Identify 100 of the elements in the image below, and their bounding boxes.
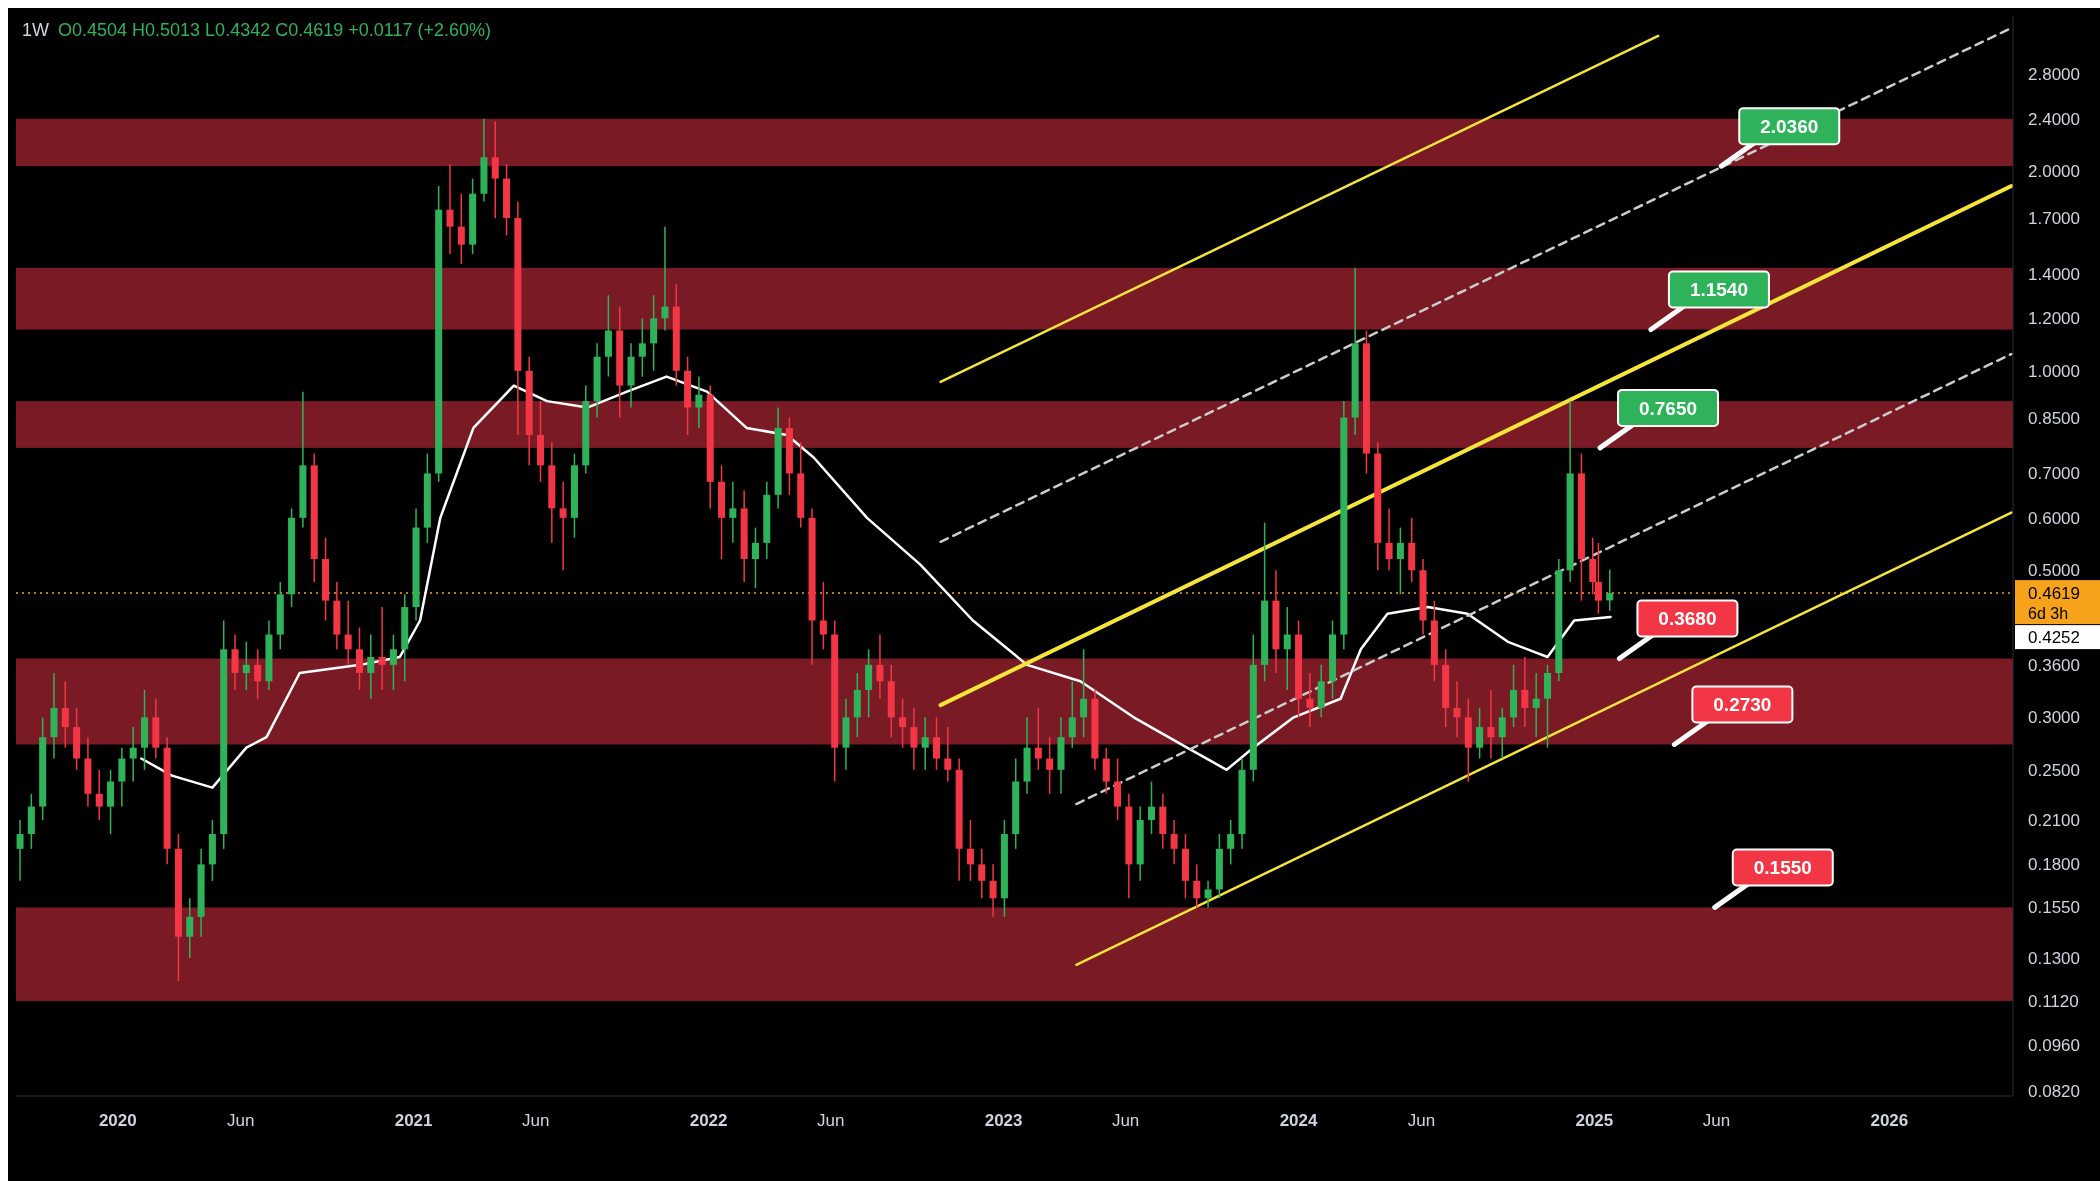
y-tick-label: 0.1300 [2028, 948, 2080, 968]
candlestick [1046, 736, 1054, 795]
y-tick-label: 1.4000 [2028, 264, 2080, 284]
x-tick-label: Jun [1111, 1111, 1140, 1130]
annotation: 0.7650 [1638, 397, 1698, 419]
x-tick-label: Jun [816, 1111, 845, 1130]
y-tick-label: 0.5000 [2028, 561, 2080, 581]
candlestick [1606, 568, 1614, 612]
candlestick [242, 641, 250, 691]
candlestick [1521, 656, 1529, 728]
annotation: 1.1540 [1689, 279, 1748, 301]
candlestick [16, 819, 24, 882]
y-tick-label: 0.3000 [2028, 708, 2080, 728]
candlestick [899, 698, 907, 749]
x-tick-label: 2026 [1870, 1111, 1909, 1130]
candlestick [1170, 819, 1178, 866]
annotation: 0.1550 [1753, 857, 1812, 879]
candlestick [966, 819, 974, 882]
chart-title: 1W [22, 20, 50, 40]
candlestick [1385, 507, 1393, 572]
candlestick [118, 746, 126, 808]
candlestick [446, 163, 454, 255]
candlestick [910, 707, 918, 771]
candlestick [1102, 746, 1110, 795]
y-tick-label: 0.7000 [2028, 464, 2080, 484]
chart-subtitle: O0.4504 H0.5013 L0.4342 C0.4619 +0.0117 (+2.60%) [58, 20, 492, 40]
x-tick-label: 2022 [689, 1111, 728, 1130]
y-tick-label: 2.0000 [2028, 162, 2080, 182]
y-tick-label: 0.2500 [2028, 760, 2080, 780]
candlestick [729, 481, 737, 544]
x-tick-label: Jun [1407, 1111, 1436, 1130]
y-tick-label: 0.1550 [2028, 898, 2080, 918]
y-tick-label: 0.3600 [2028, 655, 2080, 675]
candlestick [876, 633, 884, 700]
x-tick-label: 2023 [984, 1111, 1023, 1130]
annotation: 2.0360 [1760, 115, 1819, 137]
candlestick [1204, 880, 1212, 909]
x-tick-label: Jun [521, 1111, 550, 1130]
candlestick [921, 716, 929, 771]
x-tick-label: 2025 [1575, 1111, 1614, 1130]
candlestick [751, 526, 759, 589]
candlestick [989, 863, 997, 918]
y-tick-label: 0.8500 [2028, 408, 2080, 428]
candlestick [1396, 526, 1404, 596]
candlestick [254, 648, 262, 700]
candlestick [186, 897, 194, 959]
candlestick [389, 633, 397, 691]
x-tick-label: 2021 [394, 1111, 433, 1130]
candlestick [944, 726, 952, 783]
candlestick [61, 680, 69, 749]
text: 0.4252 [2028, 628, 2080, 648]
candlestick [378, 606, 386, 691]
line-series [140, 375, 1612, 789]
candlestick [1306, 672, 1314, 728]
candlestick [129, 726, 137, 783]
candlestick [1068, 680, 1076, 749]
y-tick-label: 0.0960 [2028, 1036, 2080, 1056]
candlestick [355, 626, 363, 691]
candlestick [1532, 672, 1540, 738]
y-tick-label: 0.1800 [2028, 855, 2080, 875]
y-tick-label: 2.4000 [2028, 109, 2080, 129]
x-tick-label: 2020 [98, 1111, 137, 1130]
candlestick [1283, 606, 1291, 691]
candlestick [1193, 863, 1201, 909]
text: 6d 3h [2028, 604, 2069, 622]
candlestick [819, 581, 827, 651]
candlestick [1147, 780, 1155, 835]
candlestick [1476, 707, 1484, 760]
candlestick [367, 633, 375, 700]
y-tick-label: 0.6000 [2028, 508, 2080, 528]
candlestick [559, 481, 567, 572]
candlestick [457, 192, 465, 265]
y-tick-label: 0.2100 [2028, 810, 2080, 830]
candlestick [1453, 680, 1461, 738]
candlestick [1080, 648, 1088, 738]
candlestick [638, 317, 646, 378]
candlestick [344, 599, 352, 666]
candlestick [978, 848, 986, 900]
candlestick [95, 769, 103, 821]
candlestick [1034, 707, 1042, 771]
y-tick-label: 0.1120 [2028, 991, 2079, 1011]
candlestick [1498, 707, 1506, 760]
ref-line-label: 0.4619 [2028, 584, 2080, 604]
x-tick-label: 2024 [1279, 1111, 1319, 1130]
x-tick-label: Jun [226, 1111, 255, 1130]
annotation: 0.2730 [1713, 694, 1772, 716]
annotation: 0.3680 [1658, 608, 1717, 630]
y-tick-label: 1.7000 [2028, 209, 2080, 228]
candlestick [933, 716, 941, 771]
y-tick-label: 0.0820 [2028, 1081, 2080, 1101]
candlestick [491, 120, 499, 219]
candlestick [1487, 689, 1495, 760]
x-tick-label: Jun [1702, 1111, 1731, 1130]
y-tick-label: 2.8000 [2028, 65, 2080, 85]
candlestick [231, 633, 239, 691]
candlestick [695, 375, 703, 429]
candlestick [661, 225, 669, 332]
candlestick [1227, 819, 1235, 866]
y-tick-label: 1.2000 [2028, 309, 2080, 329]
y-tick-label: 1.0000 [2028, 361, 2080, 381]
